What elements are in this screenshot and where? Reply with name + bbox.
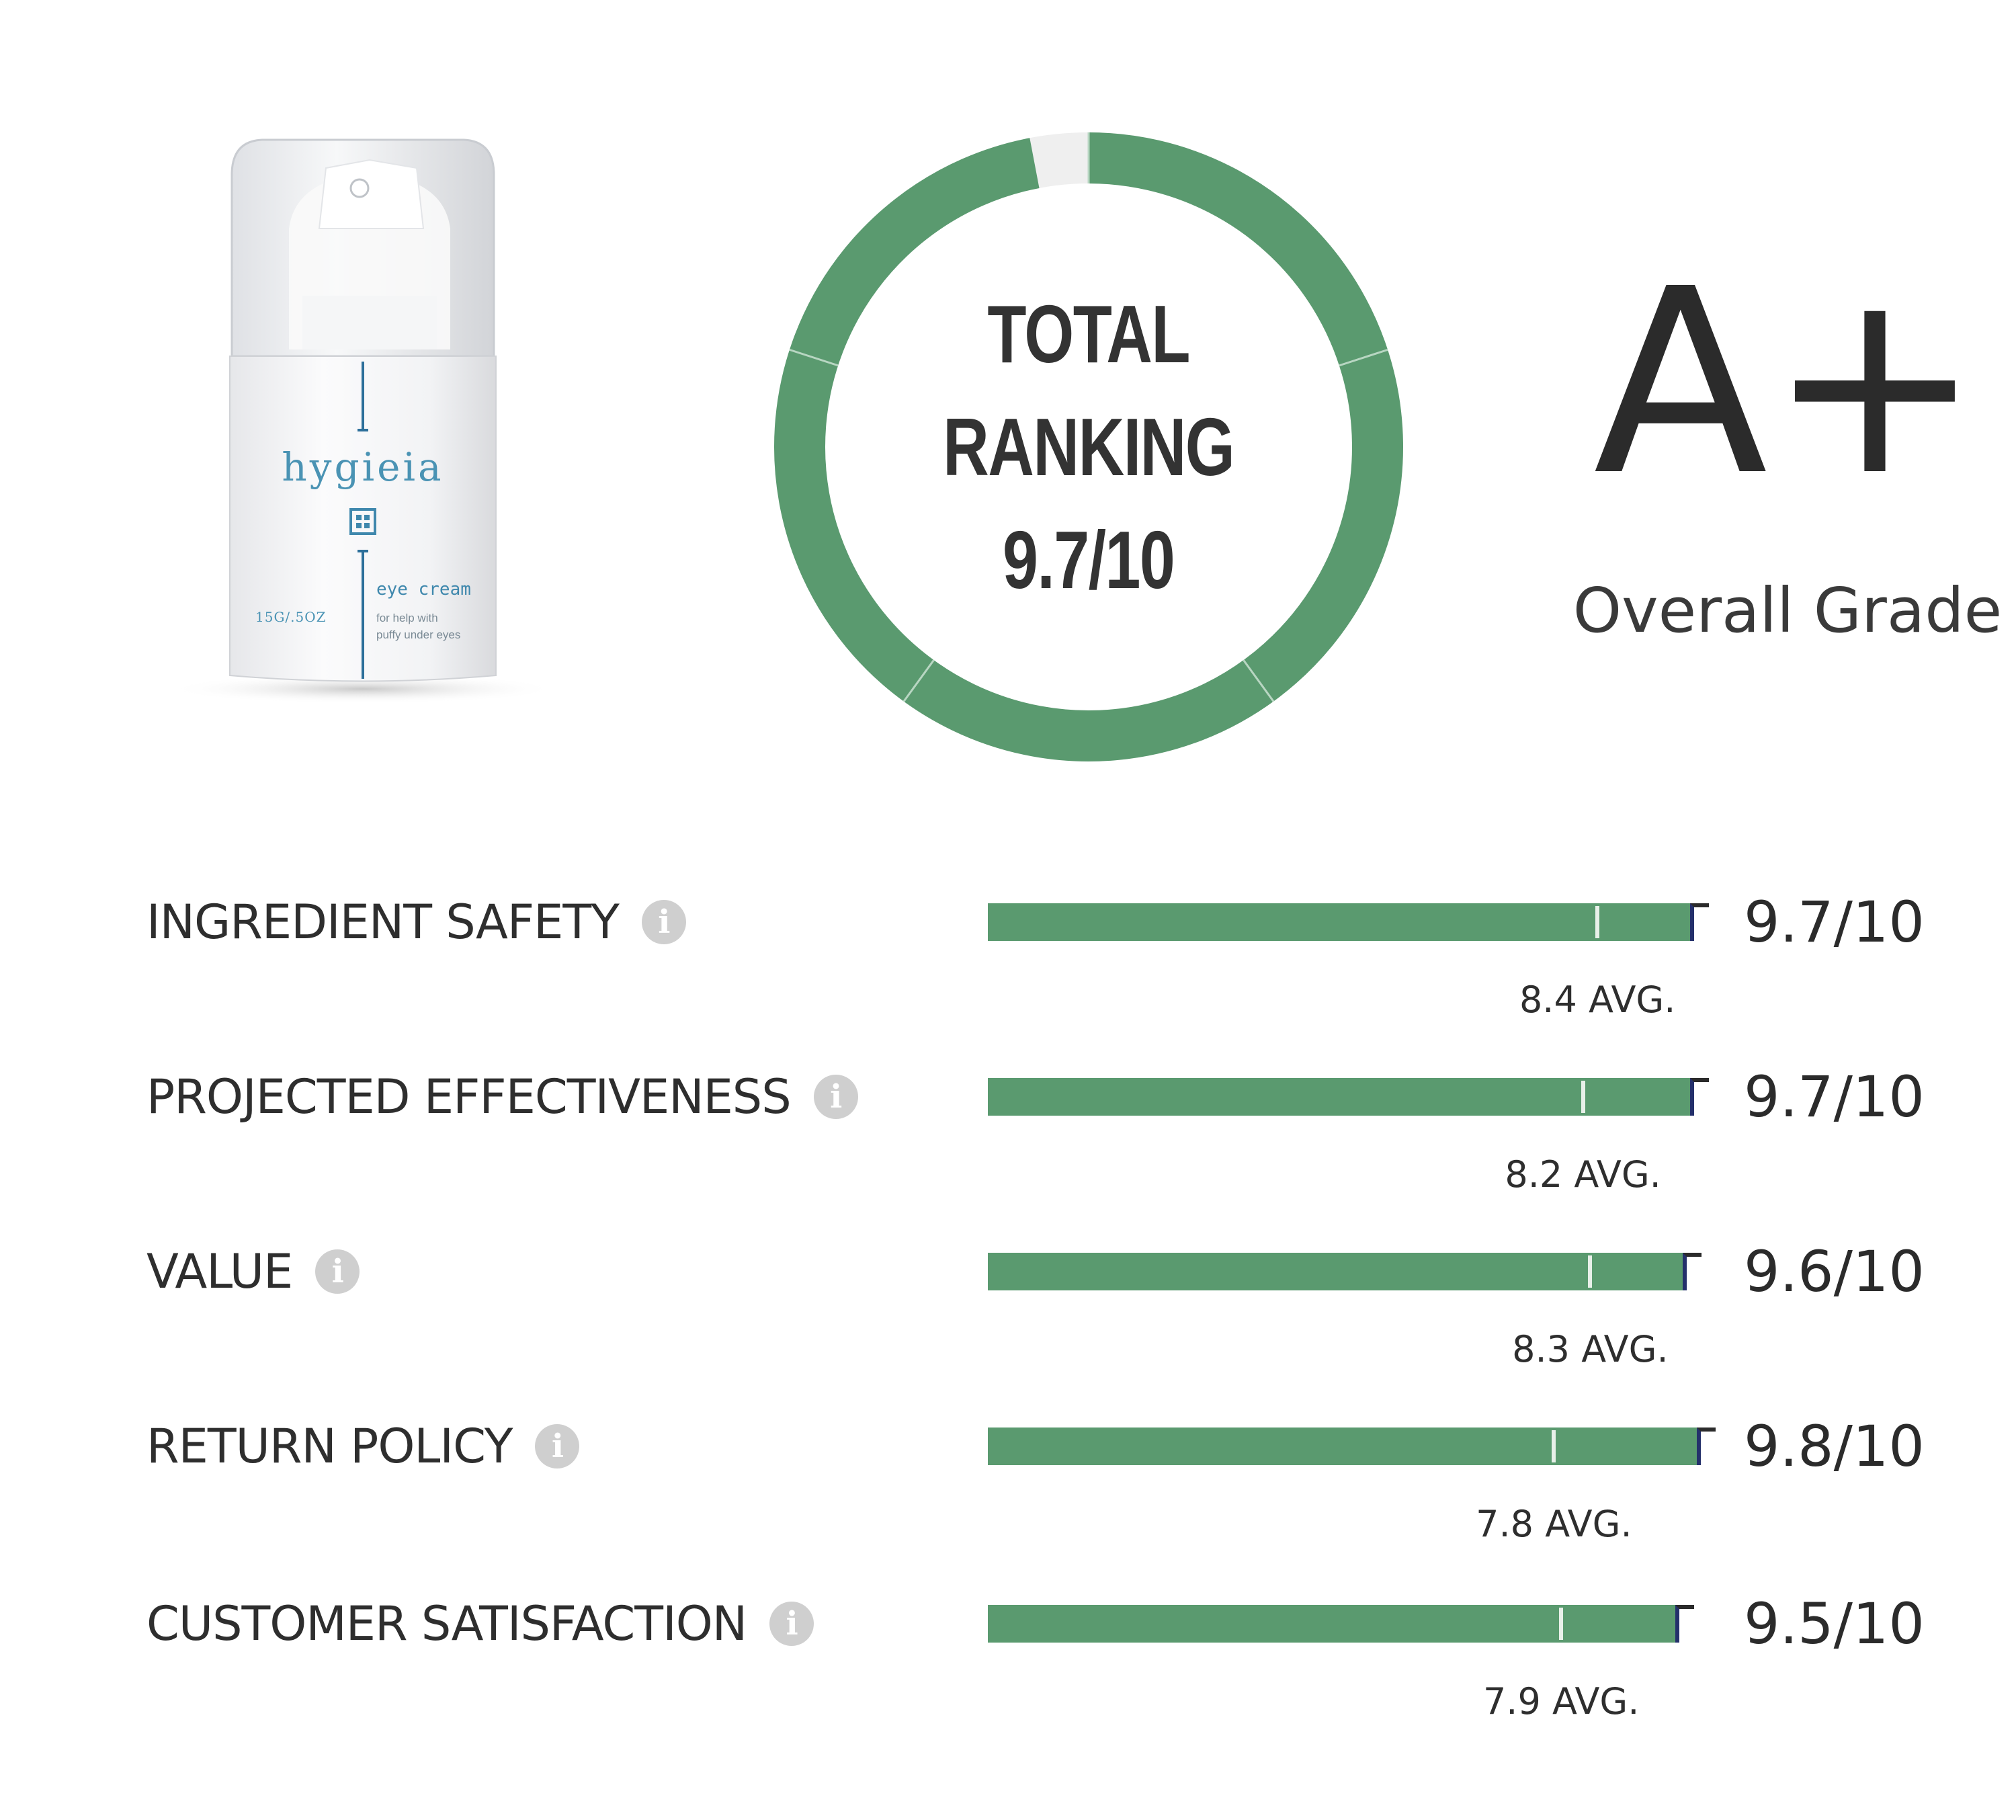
ranking-score: 9.7/10 [1003, 514, 1175, 606]
size-label: 15G/.5OZ [255, 609, 327, 625]
average-marker [1595, 906, 1600, 938]
metric-row: PROJECTED EFFECTIVENESS i 8.2 AVG. 9.7/10 [0, 1050, 2016, 1211]
bar-track: 7.9 AVG. [988, 1605, 1714, 1723]
metric-label-text: CUSTOMER SATISFACTION [146, 1596, 747, 1651]
metric-row: INGREDIENT SAFETY i 8.4 AVG. 9.7/10 [0, 875, 2016, 1036]
info-icon[interactable]: i [641, 900, 686, 944]
tagline-line2: puffy under eyes [376, 628, 460, 641]
score-bar [988, 1605, 1677, 1643]
average-marker [1588, 1255, 1593, 1288]
score-bar [988, 1078, 1692, 1116]
bar-track: 8.2 AVG. [988, 1078, 1714, 1196]
average-marker [1552, 1430, 1556, 1462]
brand-logo-icon [349, 508, 376, 535]
score-marker [1689, 903, 1709, 941]
score-label: 9.8/10 [1744, 1413, 1925, 1479]
metric-label-text: RETURN POLICY [146, 1419, 513, 1474]
metric-row: CUSTOMER SATISFACTION i 7.9 AVG. 9.5/10 [0, 1577, 2016, 1738]
score-marker [1675, 1605, 1694, 1643]
grade-letter: A+ [1593, 234, 1982, 532]
bar-track: 7.8 AVG. [988, 1428, 1716, 1545]
metric-label-text: VALUE [146, 1244, 293, 1299]
score-marker [1682, 1253, 1702, 1290]
metric-label: PROJECTED EFFECTIVENESS i [146, 1050, 858, 1144]
bar-track: 8.3 AVG. [988, 1253, 1714, 1370]
ring-segment-divider [789, 348, 839, 367]
ring-segment-divider [1339, 348, 1388, 367]
product-type-label: eye cream [376, 579, 471, 599]
ring-segment-divider [902, 659, 935, 702]
metric-label: INGREDIENT SAFETY i [146, 875, 686, 969]
ranking-title-line2: RANKING [943, 401, 1235, 493]
info-icon[interactable]: i [769, 1602, 814, 1646]
metric-label: CUSTOMER SATISFACTION i [146, 1577, 814, 1671]
average-marker [1559, 1608, 1564, 1640]
metric-row: VALUE i 8.3 AVG. 9.6/10 [0, 1225, 2016, 1386]
score-label: 9.7/10 [1744, 1064, 1925, 1130]
score-label: 9.6/10 [1744, 1239, 1925, 1305]
metric-row: RETURN POLICY i 7.8 AVG. 9.8/10 [0, 1399, 2016, 1561]
product-image: hygieia eye cream for help with puffy un… [168, 128, 558, 706]
ranking-title-line1: TOTAL [987, 288, 1191, 380]
overall-grade: A+ Overall Grade [1566, 255, 2009, 647]
ring-score-arc [774, 132, 1403, 761]
info-icon[interactable]: i [813, 1075, 858, 1119]
average-label: 8.4 AVG. [1519, 979, 1676, 1021]
tagline-line1: for help with [376, 612, 438, 624]
score-bar [988, 903, 1692, 941]
average-label: 7.9 AVG. [1482, 1680, 1640, 1723]
score-bar [988, 1428, 1699, 1465]
total-ranking-ring: TOTAL RANKING 9.7/10 [773, 131, 1404, 763]
score-marker [1697, 1428, 1716, 1465]
average-label: 7.8 AVG. [1476, 1503, 1632, 1545]
grade-label: Overall Grade [1572, 575, 2003, 647]
score-bar [988, 1253, 1685, 1290]
bar-track: 8.4 AVG. [988, 903, 1714, 1021]
score-label: 9.5/10 [1744, 1591, 1925, 1657]
brand-label: hygieia [282, 444, 444, 490]
metric-label-text: PROJECTED EFFECTIVENESS [146, 1069, 792, 1124]
metric-label: RETURN POLICY i [146, 1399, 580, 1493]
ring-segment-divider [1243, 659, 1275, 702]
info-icon[interactable]: i [535, 1424, 580, 1469]
average-marker [1581, 1081, 1585, 1113]
score-label: 9.7/10 [1744, 889, 1925, 955]
score-marker [1689, 1078, 1709, 1116]
info-icon[interactable]: i [315, 1249, 360, 1294]
average-label: 8.2 AVG. [1505, 1153, 1661, 1196]
average-label: 8.3 AVG. [1512, 1328, 1669, 1370]
metric-label-text: INGREDIENT SAFETY [146, 895, 620, 950]
metric-label: VALUE i [146, 1225, 360, 1319]
